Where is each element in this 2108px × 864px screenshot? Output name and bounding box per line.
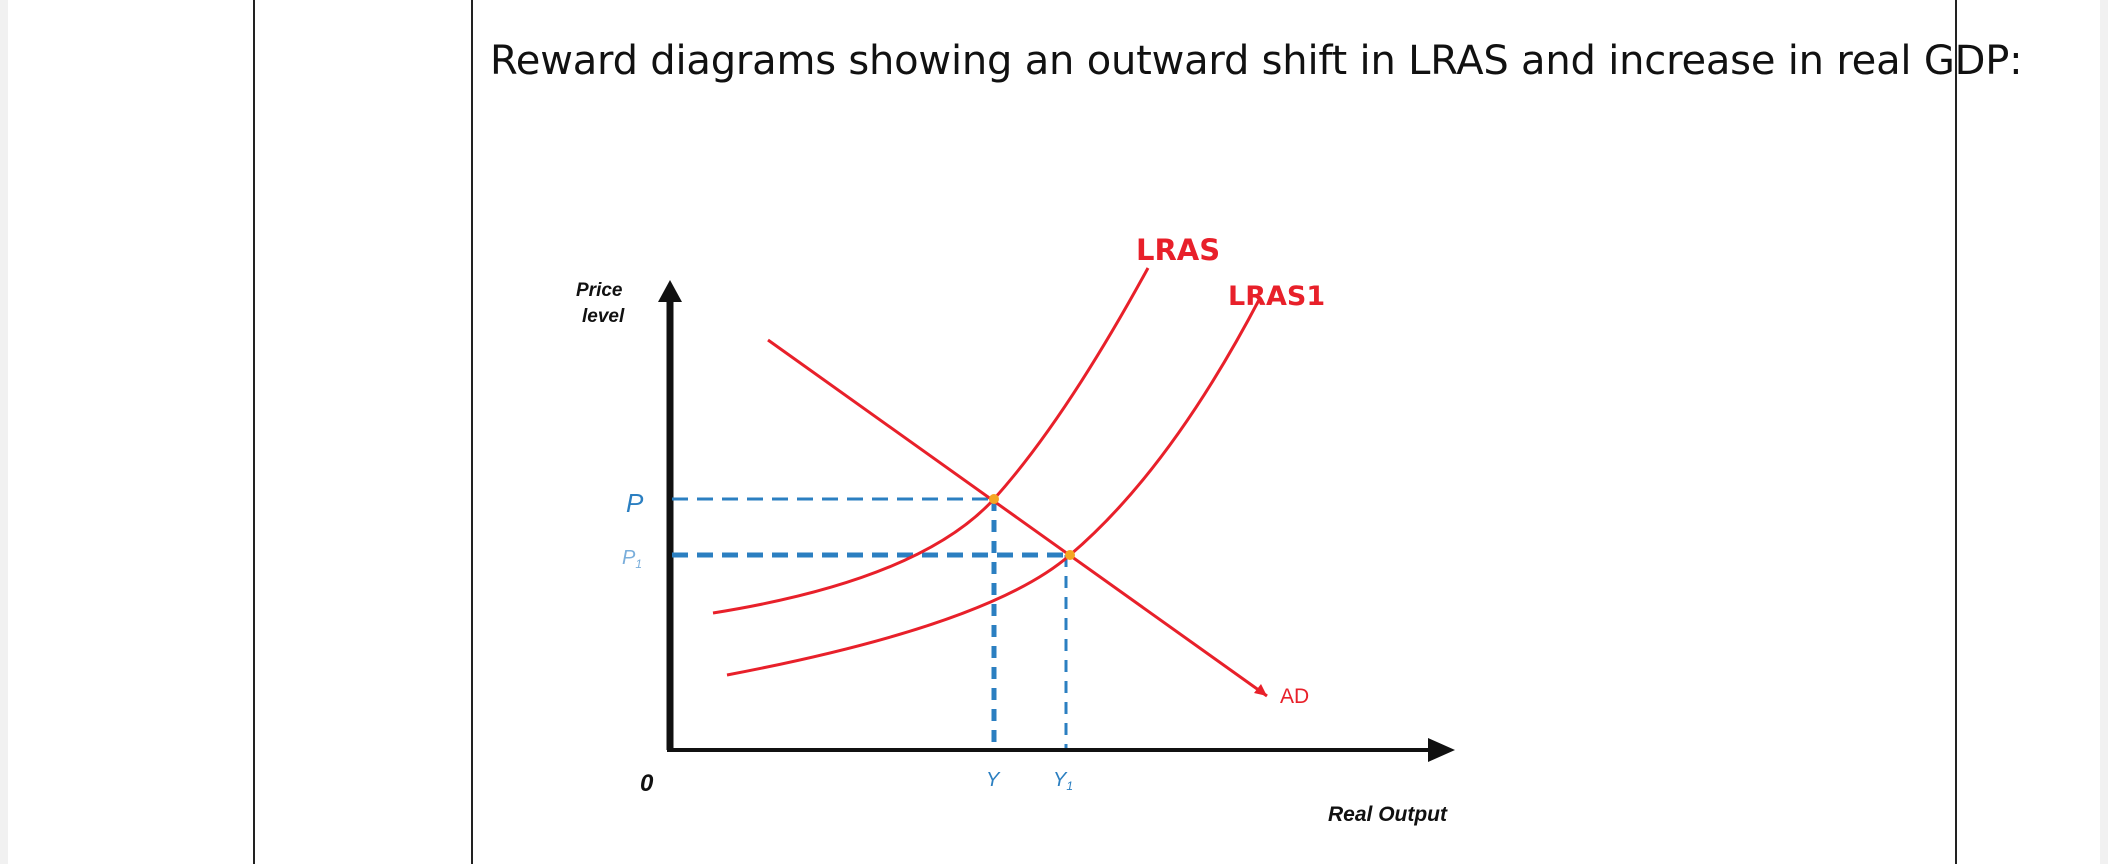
- lras1-label: LRAS1: [1228, 281, 1325, 312]
- right-gutter: [2100, 0, 2108, 864]
- y-axis-label-line2: level: [582, 306, 625, 327]
- price-p-label: P: [626, 488, 644, 518]
- lras-label: LRAS: [1136, 233, 1220, 267]
- x-axis-label: Real Output: [1328, 803, 1448, 826]
- y-axis-label-line1: Price: [576, 280, 623, 301]
- output-y-label: Y: [986, 769, 1001, 791]
- output-y1-label: Y1: [1053, 769, 1073, 793]
- output-y1-sub: 1: [1066, 779, 1073, 793]
- ad-curve: [767, 338, 1268, 698]
- price-p1-main: P: [622, 547, 636, 569]
- lras-curve: [712, 267, 1150, 615]
- x-axis-arrow: [1428, 738, 1455, 762]
- price-p1-sub: 1: [635, 557, 642, 571]
- output-y1-main: Y: [1053, 769, 1068, 791]
- ad-curve-arrow: [1254, 684, 1267, 696]
- lras-diagram: LRAS LRAS1 AD Price level Real Output 0 …: [540, 220, 1520, 860]
- y-axis-arrow: [658, 280, 682, 302]
- left-gutter: [0, 0, 8, 864]
- equilibrium-point-1: [989, 494, 999, 504]
- table-border-left: [253, 0, 255, 864]
- origin-label: 0: [640, 770, 654, 797]
- price-p1-label: P1: [622, 547, 642, 571]
- instruction-text: Reward diagrams showing an outward shift…: [490, 38, 2023, 84]
- equilibrium-point-2: [1065, 550, 1075, 560]
- table-border-middle: [471, 0, 473, 864]
- ad-label: AD: [1280, 685, 1309, 708]
- lras1-curve: [726, 297, 1262, 677]
- table-border-right: [1955, 0, 1957, 864]
